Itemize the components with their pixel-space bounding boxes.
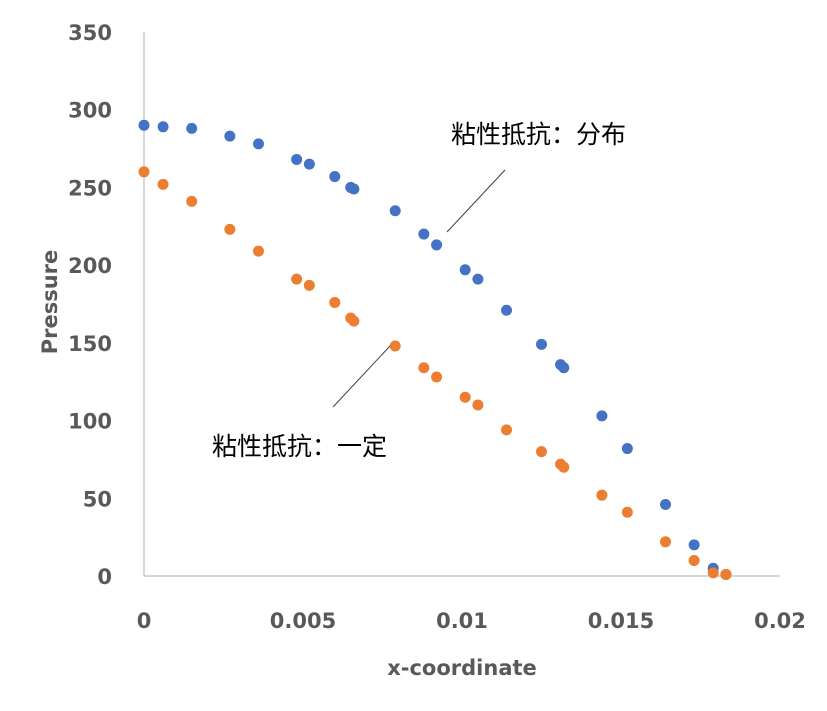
data-point	[660, 536, 672, 548]
data-point	[501, 304, 513, 316]
y-axis-title: Pressure	[38, 250, 62, 355]
x-tick-label: 0.01	[436, 609, 488, 633]
x-tick-label: 0	[137, 609, 152, 633]
series-1	[138, 166, 732, 580]
annotation-distributed: 粘性抵抗：分布	[451, 120, 626, 149]
data-point	[348, 315, 360, 327]
y-tick-label: 0	[97, 565, 112, 589]
annotations: 粘性抵抗：分布 粘性抵抗：一定	[212, 120, 626, 461]
data-point	[558, 362, 570, 374]
data-point	[157, 121, 169, 133]
data-point	[431, 371, 443, 383]
data-point	[389, 205, 401, 217]
data-point	[186, 195, 198, 207]
x-axis-title: x-coordinate	[387, 656, 537, 680]
data-points	[138, 119, 732, 580]
y-tick-label: 150	[68, 332, 112, 356]
data-point	[291, 273, 303, 285]
data-point	[348, 183, 360, 195]
series-0	[138, 119, 732, 580]
annotation-leader-constant	[332, 345, 391, 408]
data-point	[688, 539, 700, 551]
data-point	[688, 554, 700, 566]
y-tick-label: 200	[68, 254, 112, 278]
data-point	[501, 424, 513, 436]
data-point	[418, 362, 430, 374]
x-tick-label: 0.015	[588, 609, 654, 633]
data-point	[303, 279, 315, 291]
x-tick-label: 0.02	[754, 609, 806, 633]
data-point	[418, 228, 430, 240]
data-point	[621, 506, 633, 518]
data-point	[558, 461, 570, 473]
data-point	[472, 273, 484, 285]
data-point	[596, 410, 608, 422]
data-point	[660, 499, 672, 511]
y-tick-label: 50	[83, 487, 112, 511]
data-point	[224, 223, 236, 235]
data-point	[536, 338, 547, 350]
annotation-leader-distributed	[446, 169, 506, 233]
data-point	[252, 245, 264, 257]
annotation-constant: 粘性抵抗：一定	[212, 432, 387, 461]
data-point	[157, 178, 169, 190]
data-point	[329, 171, 341, 183]
data-point	[186, 122, 198, 134]
data-point	[329, 296, 341, 308]
data-point	[621, 443, 633, 455]
y-tick-label: 350	[68, 21, 112, 45]
data-point	[389, 340, 401, 352]
x-tick-label: 0.005	[270, 609, 336, 633]
data-point	[472, 399, 484, 411]
data-point	[224, 130, 236, 142]
x-axis-ticks: 0 0.005 0.01 0.015 0.02	[137, 609, 806, 633]
data-point	[707, 567, 719, 579]
data-point	[252, 138, 264, 150]
y-tick-label: 100	[68, 410, 112, 434]
data-point	[536, 446, 547, 458]
data-point	[138, 119, 150, 131]
y-tick-label: 250	[68, 176, 112, 200]
y-axis-ticks: 0 50 100 150 200 250 300 350	[68, 21, 112, 589]
data-point	[291, 153, 303, 165]
data-point	[720, 568, 732, 580]
data-point	[459, 264, 471, 276]
y-tick-label: 300	[68, 99, 112, 123]
data-point	[596, 489, 608, 501]
data-point	[459, 391, 471, 403]
data-point	[303, 158, 315, 170]
axes	[143, 32, 780, 577]
data-point	[138, 166, 150, 178]
data-point	[431, 239, 443, 251]
